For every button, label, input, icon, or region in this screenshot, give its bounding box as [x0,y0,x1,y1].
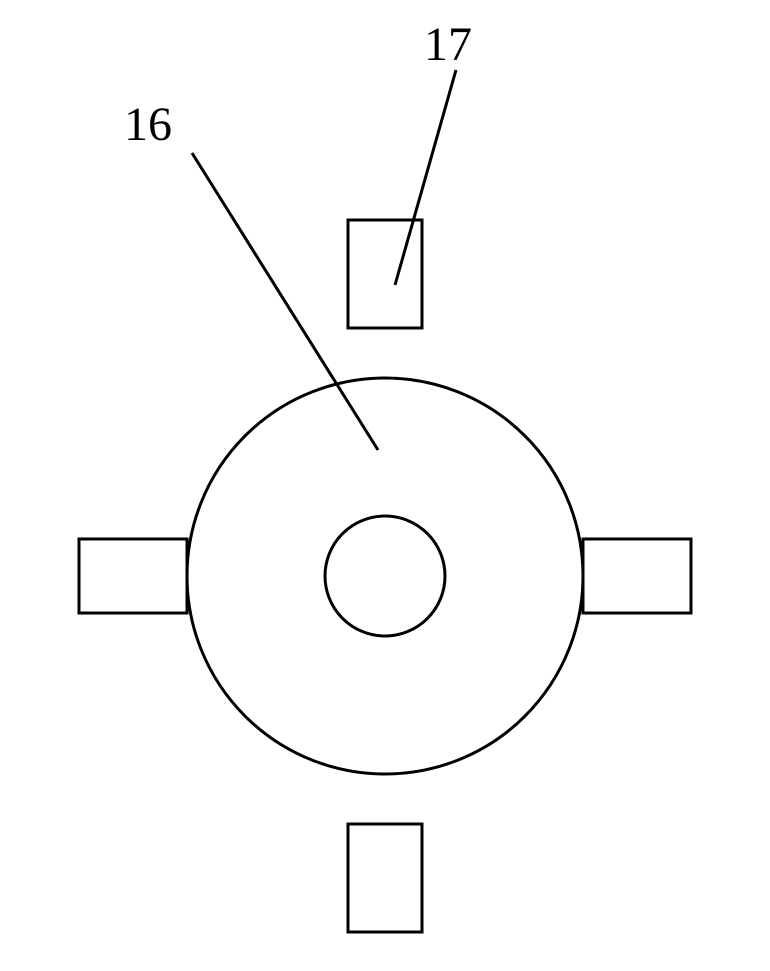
inner-hole [325,516,445,636]
tab-left [79,539,187,613]
tab-right [583,539,691,613]
label-16: 16 [124,98,172,151]
tab-top [348,220,422,328]
tab-bottom [348,824,422,932]
label-17: 17 [424,18,472,71]
